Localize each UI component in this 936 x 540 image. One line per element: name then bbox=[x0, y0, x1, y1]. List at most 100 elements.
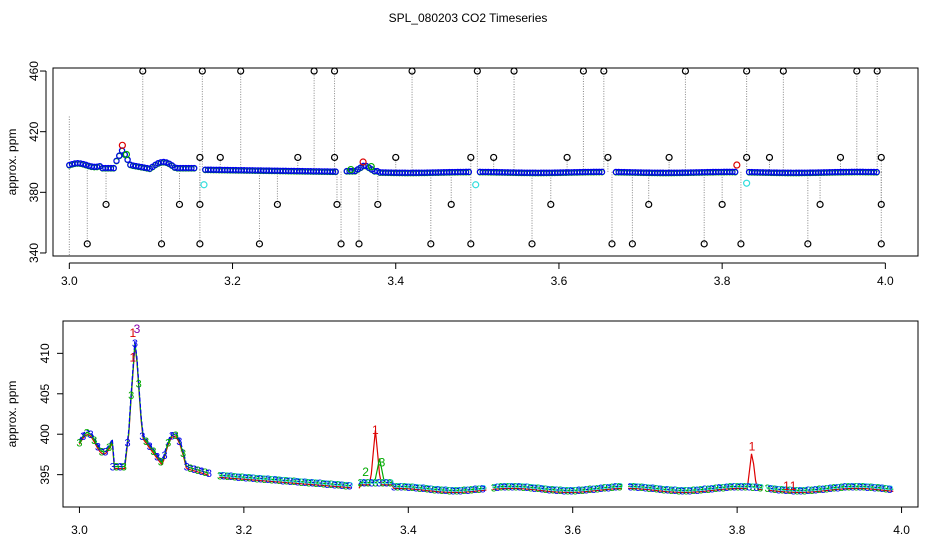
outlier-point bbox=[528, 240, 536, 248]
outlier-point bbox=[392, 153, 400, 162]
outlier-point bbox=[196, 200, 204, 209]
point-label: 3 bbox=[169, 430, 175, 442]
data-point bbox=[190, 164, 198, 172]
red-point bbox=[733, 161, 741, 169]
point-label: 3 bbox=[150, 446, 156, 458]
cyan-point bbox=[200, 181, 208, 189]
outlier-spike-lines bbox=[68, 71, 882, 256]
y-tick-label: 460 bbox=[27, 61, 41, 81]
data-point bbox=[349, 167, 356, 175]
data-point bbox=[598, 168, 606, 176]
outlier-point bbox=[547, 200, 555, 209]
outlier-point bbox=[273, 200, 282, 209]
x-axis: 3.0 3.2 3.4 3.6 3.8 4.0 bbox=[71, 506, 910, 537]
point-label: 3 bbox=[173, 430, 179, 442]
peak-label: 1 bbox=[783, 479, 790, 493]
y-axis-label: approx. ppm bbox=[5, 381, 19, 448]
point-label: 3 bbox=[187, 463, 193, 475]
point-marker bbox=[481, 485, 487, 490]
outlier-point bbox=[333, 200, 341, 209]
data-point bbox=[371, 167, 378, 175]
outlier-point bbox=[700, 240, 708, 248]
chart-title: SPL_080203 CO2 Timeseries bbox=[389, 11, 548, 25]
point-label: 3 bbox=[132, 338, 138, 350]
outlier-point bbox=[563, 153, 571, 162]
point-label: 3 bbox=[84, 428, 90, 440]
red-point bbox=[359, 158, 367, 166]
outlier-point bbox=[743, 153, 751, 162]
green-point bbox=[347, 165, 355, 174]
peak-label: 1 bbox=[790, 479, 797, 493]
outlier-point bbox=[645, 200, 653, 209]
y-axis: 340 380 420 460 bbox=[27, 61, 47, 263]
cyan-point bbox=[472, 181, 480, 189]
peak-label: 1 bbox=[749, 439, 756, 453]
point-label: 3 bbox=[95, 442, 101, 454]
outlier-point bbox=[175, 200, 184, 209]
outlier-point bbox=[877, 153, 885, 162]
data-point bbox=[462, 168, 470, 176]
x-tick-label: 3.4 bbox=[400, 523, 417, 537]
peak-label: 3 bbox=[379, 456, 386, 470]
outlier-point bbox=[83, 240, 91, 248]
point-marker bbox=[388, 479, 394, 485]
data-point bbox=[729, 168, 736, 176]
data-point bbox=[107, 164, 115, 172]
y-tick-label: 405 bbox=[38, 383, 52, 403]
point-label: 3 bbox=[99, 446, 105, 458]
outlier-point bbox=[294, 153, 302, 162]
outlier-point bbox=[737, 240, 745, 248]
data-point bbox=[465, 168, 473, 176]
point-label: 3 bbox=[165, 438, 171, 450]
outlier-point bbox=[216, 153, 224, 162]
point-label: 3 bbox=[202, 467, 208, 479]
peak-label: 2 bbox=[362, 465, 369, 479]
outlier-point bbox=[836, 153, 845, 162]
x-tick-label: 3.2 bbox=[236, 523, 253, 537]
outlier-point bbox=[447, 200, 455, 209]
point-label: 3 bbox=[147, 441, 153, 453]
outlier-point bbox=[427, 240, 435, 248]
point-label: 3 bbox=[195, 465, 201, 477]
data-point bbox=[870, 168, 878, 176]
point-label: 3 bbox=[124, 437, 130, 449]
x-tick-label: 3.8 bbox=[729, 523, 746, 537]
y-tick-label: 410 bbox=[38, 343, 52, 363]
outlier-point bbox=[355, 240, 363, 248]
data-point bbox=[77, 160, 84, 167]
outlier-point bbox=[467, 240, 475, 248]
x-tick-label: 4.0 bbox=[893, 523, 910, 537]
point-marker bbox=[348, 482, 353, 487]
point-label: 3 bbox=[102, 446, 108, 458]
peak-label: 1 bbox=[130, 326, 137, 340]
outlier-point bbox=[604, 153, 612, 162]
data-point bbox=[66, 161, 73, 169]
data-point bbox=[873, 168, 880, 176]
outlier-point bbox=[665, 153, 673, 162]
outlier-point bbox=[467, 153, 475, 162]
x-tick-label: 3.8 bbox=[714, 274, 731, 288]
x-axis: 3.0 3.2 3.4 3.6 3.8 4.0 bbox=[61, 262, 894, 288]
data-point bbox=[188, 164, 195, 172]
data-point bbox=[329, 168, 337, 175]
y-tick-label: 400 bbox=[38, 424, 52, 444]
outlier-point bbox=[816, 200, 824, 209]
data-point bbox=[113, 157, 120, 164]
data-point bbox=[596, 168, 603, 176]
x-tick-label: 3.0 bbox=[61, 274, 78, 288]
point-label: 3 bbox=[136, 378, 142, 390]
point-label: 3 bbox=[191, 464, 197, 476]
outlier-point bbox=[628, 240, 636, 248]
outlier-point bbox=[255, 240, 264, 248]
point-label: 3 bbox=[184, 462, 190, 474]
plot-frame bbox=[52, 67, 919, 257]
point-label: 3 bbox=[139, 431, 145, 443]
outlier-point bbox=[490, 153, 498, 162]
peak-label: 3 bbox=[134, 322, 141, 336]
y-axis-label: approx. ppm bbox=[5, 129, 19, 196]
y-tick-label: 420 bbox=[27, 121, 41, 141]
outlier-point bbox=[196, 153, 204, 162]
